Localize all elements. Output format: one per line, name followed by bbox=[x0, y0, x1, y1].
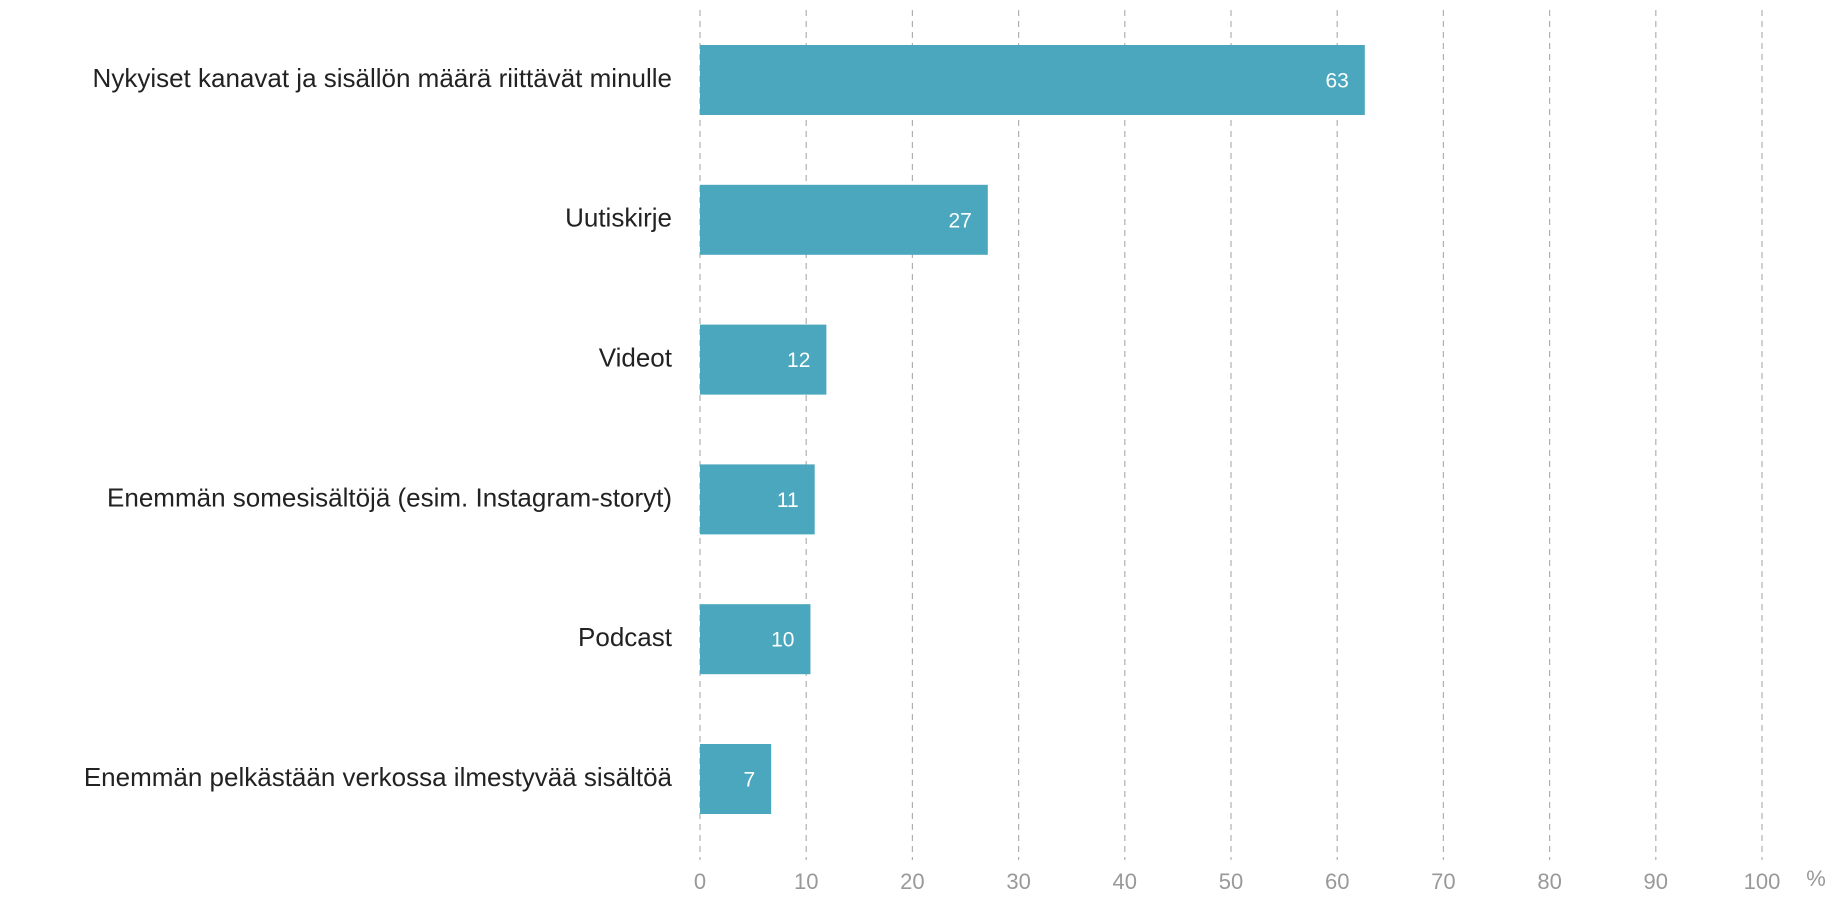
bar bbox=[700, 324, 827, 395]
category-label: Enemmän pelkästään verkossa ilmestyvää s… bbox=[84, 762, 673, 792]
bar bbox=[700, 184, 988, 255]
x-tick-label: 10 bbox=[794, 869, 818, 894]
data-label: 12 bbox=[787, 349, 810, 372]
x-axis-unit: % bbox=[1806, 866, 1826, 891]
category-label: Videot bbox=[599, 342, 673, 372]
x-tick-label: 100 bbox=[1744, 869, 1781, 894]
x-tick-label: 70 bbox=[1431, 869, 1455, 894]
x-tick-label: 60 bbox=[1325, 869, 1349, 894]
category-label: Podcast bbox=[578, 622, 673, 652]
x-tick-label: 20 bbox=[900, 869, 924, 894]
data-label: 11 bbox=[777, 489, 799, 512]
category-label: Uutiskirje bbox=[565, 203, 672, 233]
data-label: 63 bbox=[1325, 70, 1348, 93]
category-label: Nykyiset kanavat ja sisällön määrä riitt… bbox=[93, 63, 672, 93]
x-tick-label: 80 bbox=[1537, 869, 1561, 894]
x-tick-label: 30 bbox=[1006, 869, 1030, 894]
bar bbox=[700, 45, 1365, 115]
x-tick-label: 40 bbox=[1113, 869, 1137, 894]
bar bbox=[700, 744, 772, 814]
x-tick-label: 50 bbox=[1219, 869, 1243, 894]
x-tick-label: 0 bbox=[694, 869, 706, 894]
bar bbox=[700, 604, 811, 675]
x-tick-label: 90 bbox=[1644, 869, 1668, 894]
category-label: Enemmän somesisältöjä (esim. Instagram-s… bbox=[107, 482, 672, 512]
bar bbox=[700, 464, 815, 535]
data-label: 7 bbox=[743, 769, 755, 792]
data-label: 27 bbox=[948, 209, 971, 232]
data-label: 10 bbox=[771, 629, 794, 652]
